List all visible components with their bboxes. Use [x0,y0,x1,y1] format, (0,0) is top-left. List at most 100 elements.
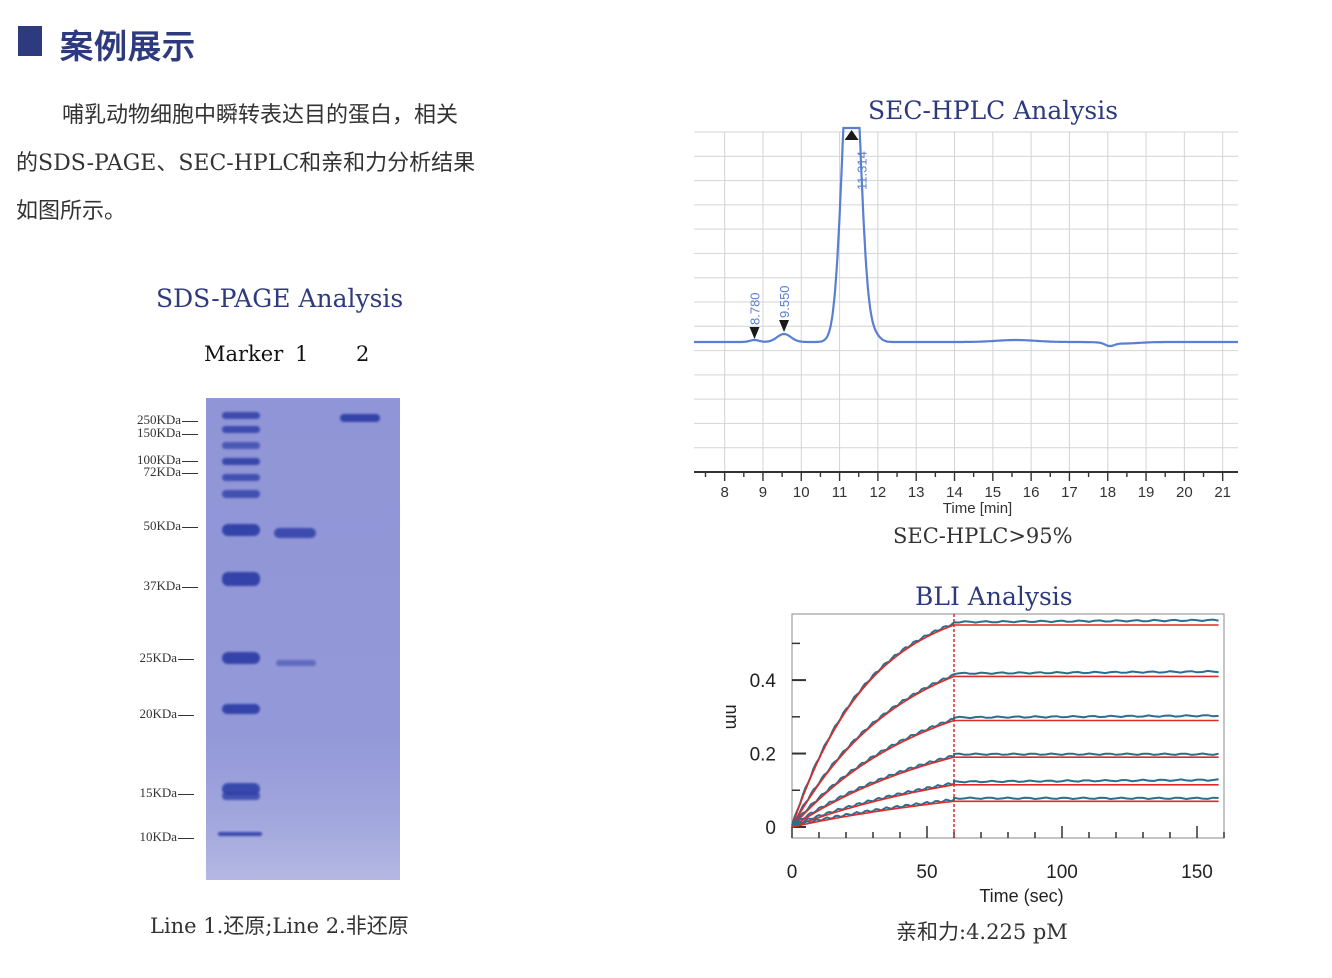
gel-band [274,528,316,538]
gel-band [222,704,260,714]
gel-band [222,572,260,586]
marker-tick [182,526,198,528]
gel-band [222,442,260,449]
marker-tick [182,460,198,462]
bli-data-curve [791,714,1219,826]
marker-label: 150KDa [137,425,198,441]
sds-page-title: SDS-PAGE Analysis [156,284,404,313]
gel-band [222,652,260,664]
gel-band [222,412,260,419]
bli-fit-curve [791,719,1219,828]
bli-caption: 亲和力:4.225 pM [896,920,1068,944]
gel-band [222,426,260,433]
bli-fit-curve [791,624,1219,828]
marker-tick [182,472,198,474]
hplc-x-axis-label: Time [min] [943,500,1012,517]
hplc-x-tick-label: 20 [1176,484,1193,501]
hplc-x-tick-label: 12 [870,484,887,501]
marker-label-text: 20KDa [139,706,177,721]
marker-tick [182,433,198,435]
lane-label-marker: Marker [204,342,284,366]
gel-band [222,458,260,465]
bli-chart: 0 0.2 0.4 0 50 100 150 Time (sec) nm [722,613,1225,906]
hplc-x-tick-label: 15 [984,484,1001,501]
lane-label-1: 1 [295,342,309,366]
marker-label: 10KDa [139,829,194,845]
bli-y-tick-label: 0 [765,818,776,839]
gel-band [340,414,380,422]
marker-label-text: 10KDa [139,829,177,844]
hplc-x-tick-label: 9 [759,484,767,501]
bli-fit-curve [791,800,1219,828]
bli-fit-curve [791,784,1219,828]
marker-label-text: 25KDa [139,650,177,665]
hplc-peak-label: 9.550 [777,285,792,318]
bli-x-tick-label: 150 [1181,862,1213,883]
hplc-x-tick-label: 10 [793,484,810,501]
marker-label-text: 37KDa [143,578,181,593]
hplc-x-tick-label: 14 [946,484,963,501]
gel-image [206,398,400,880]
hplc-x-tick-label: 19 [1138,484,1155,501]
marker-label: 100KDa [137,452,198,468]
bli-x-tick-label: 50 [916,862,937,883]
marker-label-text: 150KDa [136,425,181,440]
gel-band [276,660,316,666]
hplc-peak-marker [749,327,760,339]
marker-label-text: 50KDa [143,518,181,533]
hplc-x-tick-label: 17 [1061,484,1078,501]
marker-label-text: 100KDa [136,452,181,467]
bli-data-curve [791,752,1219,827]
hplc-x-tick-label: 8 [720,484,728,501]
page-title: 案例展示 [60,27,196,66]
marker-label: 72KDa [143,464,198,480]
hplc-peak-label: 8.780 [748,292,763,325]
hplc-peak-marker [779,320,790,332]
marker-tick [178,714,194,716]
bli-data-curve [791,669,1219,826]
marker-tick [178,837,194,839]
marker-label-text: 72KDa [143,464,181,479]
hplc-peak-label: 11.314 [855,151,870,190]
marker-label: 15KDa [139,785,194,801]
gel-band [222,792,260,800]
bli-data-curve [791,778,1219,828]
marker-label: 25KDa [139,650,194,666]
marker-label-text: 15KDa [139,785,177,800]
bli-x-axis-label: Time (sec) [979,886,1063,906]
sec-hplc-title: SEC-HPLC Analysis [868,96,1119,125]
sec-hplc-chart: 8 9 10 11 12 13 14 15 16 17 18 19 20 21 Time [min] 8.78… [694,126,1238,517]
marker-label: 20KDa [139,706,194,722]
bli-fit-curve [791,675,1219,828]
sec-hplc-caption: SEC-HPLC>95% [893,524,1073,548]
bli-y-tick-label: 0.4 [750,671,777,692]
bli-x-tick-label: 100 [1046,862,1078,883]
bli-title: BLI Analysis [915,582,1073,611]
marker-label: 37KDa [143,578,198,594]
bli-y-tick-label: 0.2 [750,745,776,766]
gel-band [218,832,262,836]
marker-tick [178,793,194,795]
bli-x-tick-label: 0 [787,862,798,883]
marker-tick [182,586,198,588]
marker-label: 50KDa [143,518,198,534]
header-marker [18,26,42,56]
hplc-x-tick-label: 11 [832,484,848,501]
hplc-x-tick-label: 18 [1099,484,1116,501]
lane-label-2: 2 [356,342,370,366]
intro-line: 的SDS-PAGE、SEC-HPLC和亲和力分析结果 [16,151,476,176]
hplc-trace [694,126,1238,348]
bli-data-curve [791,618,1219,826]
hplc-x-tick-label: 16 [1023,484,1040,501]
gel-band [222,490,260,498]
intro-line: 哺乳动物细胞中瞬转表达目的蛋白，相关 [62,103,459,128]
intro-line: 如图所示。 [16,199,127,224]
bli-y-axis-label: nm [722,704,742,729]
gel-band [222,524,260,536]
marker-label-text: 250KDa [136,412,181,427]
marker-tick [182,420,198,422]
marker-tick [178,658,194,660]
hplc-peak-marker [844,130,859,140]
hplc-x-tick-label: 21 [1214,484,1231,501]
sds-page-caption: Line 1.还原;Line 2.非还原 [150,914,409,938]
